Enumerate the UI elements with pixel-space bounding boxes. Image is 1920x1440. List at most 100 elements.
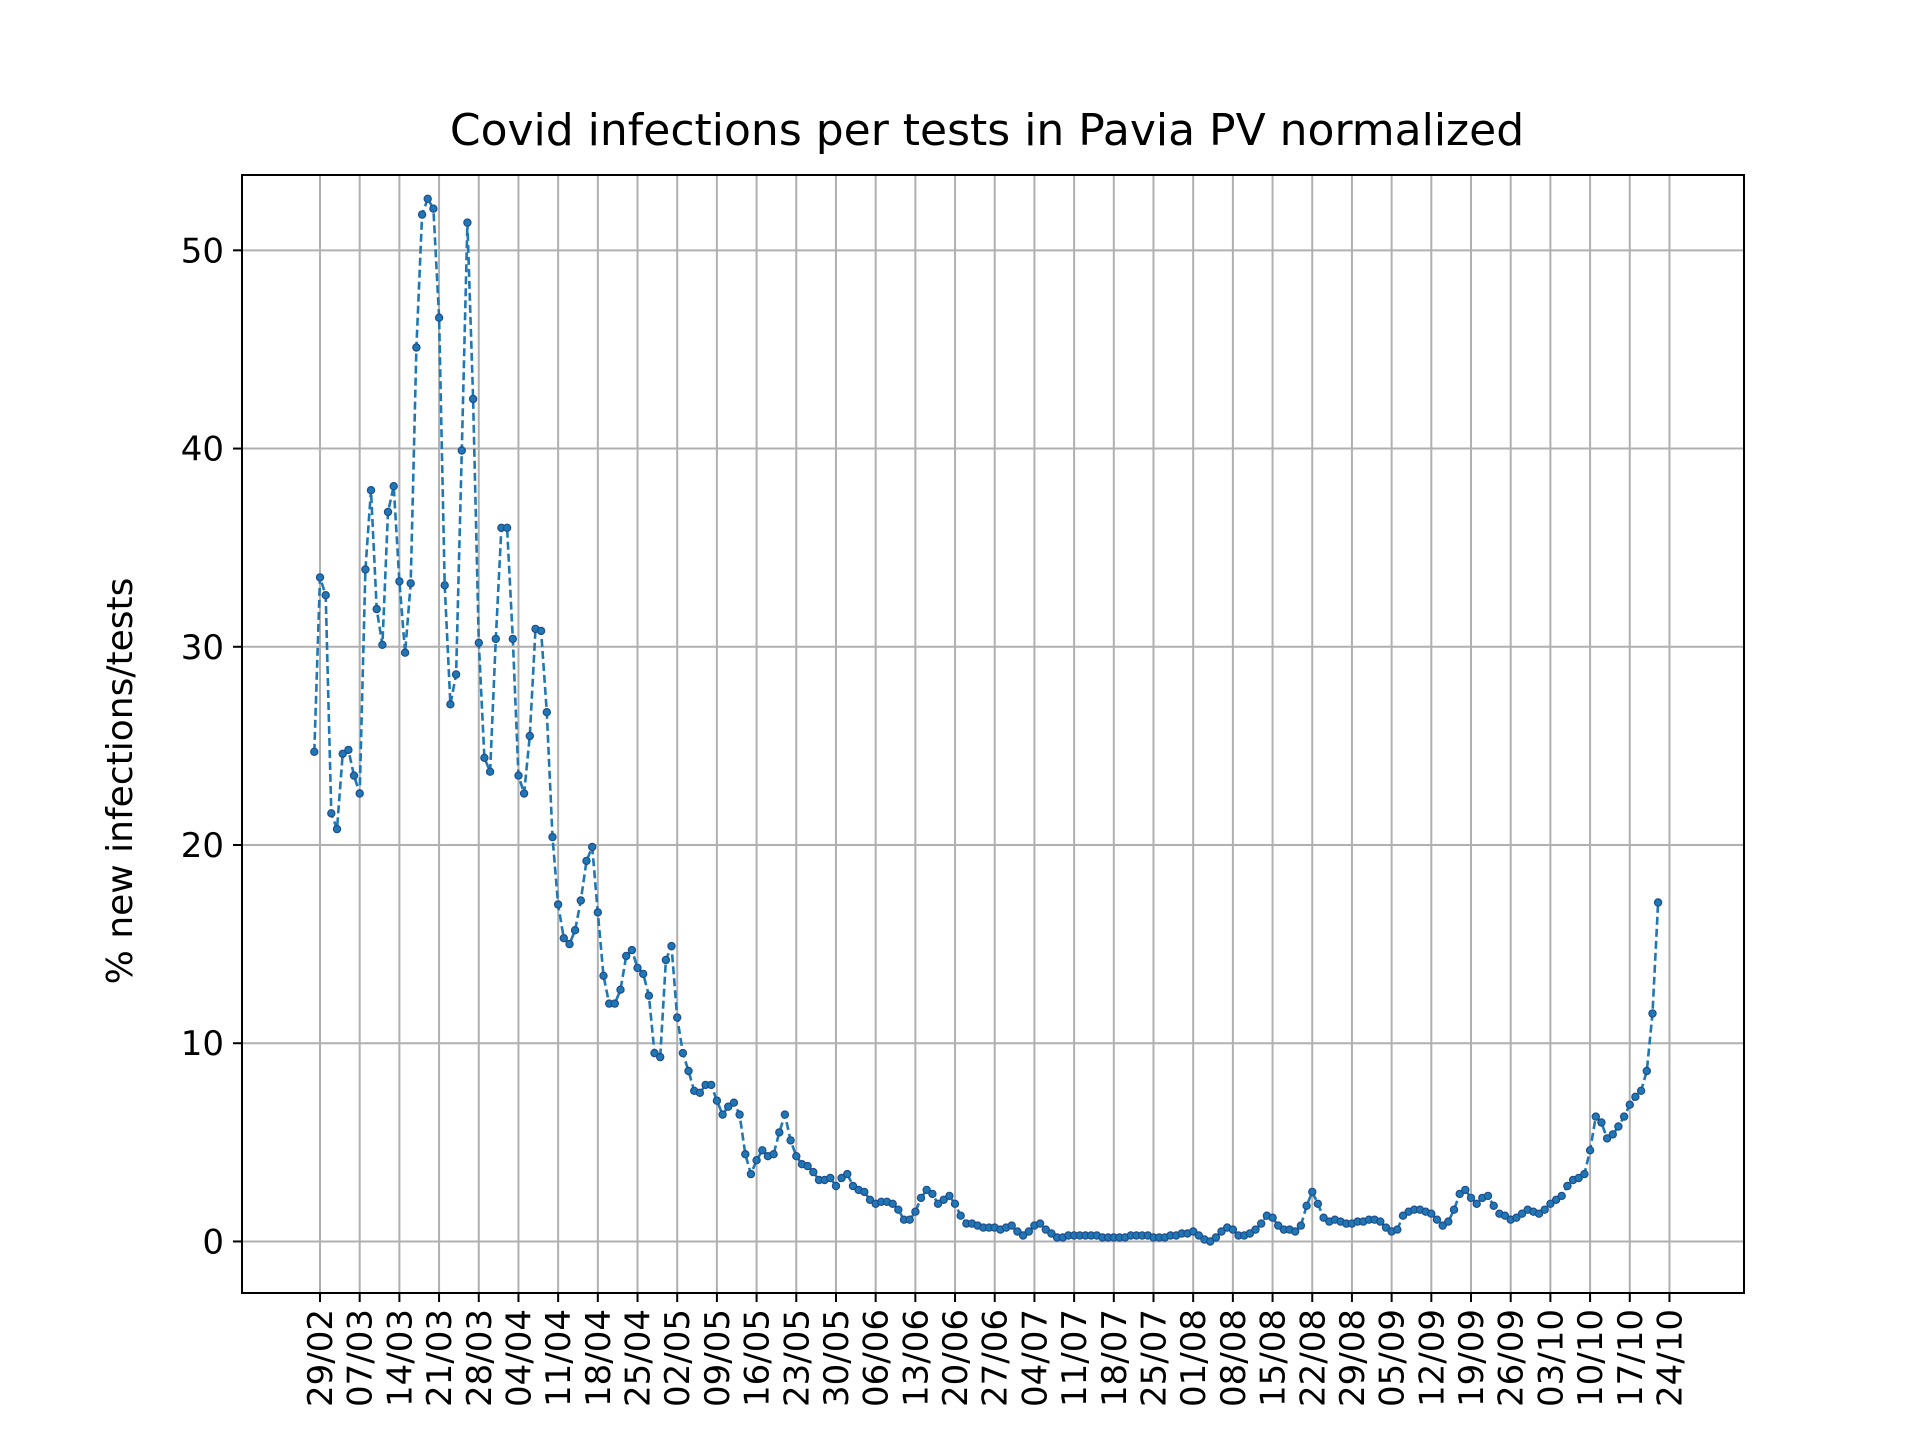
data-point xyxy=(485,767,495,776)
data-point xyxy=(695,1088,705,1098)
data-point xyxy=(922,1185,931,1195)
y-tick-label: 10 xyxy=(181,1024,224,1064)
x-tick-label: 07/03 xyxy=(341,1309,381,1407)
y-tick-label: 0 xyxy=(202,1222,224,1262)
data-point xyxy=(315,573,325,582)
x-tick-label: 22/08 xyxy=(1293,1309,1333,1407)
x-tick-label: 03/10 xyxy=(1531,1309,1571,1407)
x-tick-label: 09/05 xyxy=(698,1309,738,1407)
data-point xyxy=(831,1181,841,1191)
data-point xyxy=(1608,1130,1618,1139)
data-point xyxy=(803,1161,812,1171)
data-point xyxy=(389,482,398,491)
data-point xyxy=(1619,1112,1629,1121)
data-point xyxy=(1642,1066,1652,1076)
data-point xyxy=(1483,1191,1493,1201)
data-point xyxy=(310,747,319,757)
x-tick-label: 29/02 xyxy=(301,1309,341,1407)
data-point xyxy=(1438,1221,1447,1230)
data-point xyxy=(1432,1215,1442,1224)
data-point xyxy=(1597,1118,1606,1127)
data-point xyxy=(622,951,631,961)
data-point xyxy=(451,670,461,679)
x-tick-label: 17/10 xyxy=(1611,1309,1651,1407)
data-point xyxy=(593,908,603,917)
data-point xyxy=(514,771,523,780)
x-tick-label: 18/04 xyxy=(579,1309,619,1407)
data-point xyxy=(576,896,586,905)
data-point xyxy=(1517,1209,1527,1218)
data-point xyxy=(1211,1233,1221,1242)
data-point xyxy=(548,832,557,842)
x-tick-label: 11/04 xyxy=(539,1309,579,1407)
data-point xyxy=(1319,1213,1328,1222)
data-point xyxy=(911,1207,920,1216)
x-tick-label: 19/09 xyxy=(1452,1309,1492,1407)
chart-title: Covid infections per tests in Pavia PV n… xyxy=(450,105,1524,156)
data-point xyxy=(1614,1122,1623,1131)
data-point xyxy=(491,634,500,644)
data-point xyxy=(1540,1205,1549,1214)
x-tick-label: 20/06 xyxy=(936,1309,976,1407)
data-point xyxy=(627,945,637,955)
data-point xyxy=(956,1211,965,1220)
data-point xyxy=(718,1110,727,1119)
data-point xyxy=(1024,1227,1034,1236)
data-point xyxy=(406,579,415,588)
data-point xyxy=(661,955,671,965)
data-point xyxy=(434,313,444,322)
data-point xyxy=(1013,1227,1022,1236)
data-point xyxy=(1188,1227,1198,1236)
data-point xyxy=(1256,1219,1266,1228)
data-point xyxy=(724,1102,733,1111)
data-point xyxy=(684,1066,693,1076)
data-point xyxy=(1427,1209,1436,1218)
data-point xyxy=(644,991,654,1000)
x-axis-ticks: 29/02 07/03 14/03 21/03 28/03 04/04 11/04 18/04… xyxy=(301,1293,1690,1407)
data-point xyxy=(1534,1209,1544,1218)
x-tick-label: 23/05 xyxy=(777,1309,817,1407)
y-tick-label: 40 xyxy=(181,430,224,470)
x-tick-label: 01/08 xyxy=(1174,1309,1214,1407)
x-tick-label: 15/08 xyxy=(1254,1309,1294,1407)
data-point xyxy=(741,1149,750,1159)
data-point xyxy=(1047,1229,1056,1238)
data-point xyxy=(786,1136,795,1145)
y-axis-label: % new infections/tests xyxy=(100,578,141,985)
data-point xyxy=(1290,1227,1300,1236)
data-point xyxy=(332,824,342,834)
x-tick-label: 13/06 xyxy=(896,1309,936,1407)
data-point xyxy=(1557,1191,1566,1201)
x-tick-label: 08/08 xyxy=(1214,1309,1254,1407)
data-point xyxy=(1308,1187,1317,1197)
data-point xyxy=(616,985,625,994)
data-point xyxy=(570,926,580,935)
data-point xyxy=(1381,1223,1391,1232)
data-point xyxy=(327,809,336,818)
data-point xyxy=(1472,1199,1481,1209)
data-point xyxy=(1602,1134,1612,1143)
plot-area-frame xyxy=(241,174,1745,1294)
data-point xyxy=(423,194,432,203)
data-point xyxy=(746,1169,756,1179)
data-point xyxy=(321,591,330,600)
data-point xyxy=(707,1080,716,1090)
x-tick-label: 14/03 xyxy=(380,1309,420,1407)
data-point xyxy=(752,1155,761,1165)
data-point xyxy=(639,969,648,979)
data-point xyxy=(905,1215,914,1224)
data-point xyxy=(945,1191,954,1201)
data-point xyxy=(1268,1213,1277,1222)
data-point xyxy=(1398,1211,1408,1220)
data-point xyxy=(1449,1205,1459,1214)
data-point xyxy=(1585,1146,1595,1155)
series-markers xyxy=(310,194,1663,1246)
data-point xyxy=(349,771,359,780)
data-point xyxy=(463,218,472,227)
x-tick-label: 30/05 xyxy=(817,1309,857,1407)
data-point xyxy=(1631,1092,1640,1102)
x-tick-label: 04/04 xyxy=(499,1309,539,1407)
data-point xyxy=(559,934,569,943)
x-tick-label: 24/10 xyxy=(1650,1309,1690,1407)
